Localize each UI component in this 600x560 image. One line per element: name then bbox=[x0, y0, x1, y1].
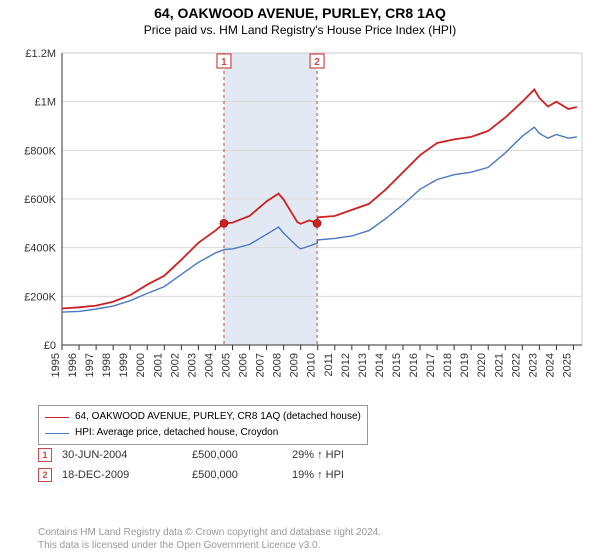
svg-text:2009: 2009 bbox=[289, 353, 301, 377]
svg-text:£200K: £200K bbox=[24, 291, 56, 303]
legend-swatch bbox=[45, 417, 69, 418]
svg-text:2007: 2007 bbox=[255, 353, 267, 377]
row-date: 30-JUN-2004 bbox=[62, 449, 192, 461]
legend-swatch bbox=[45, 433, 69, 434]
legend-label: HPI: Average price, detached house, Croy… bbox=[75, 425, 278, 441]
svg-text:1996: 1996 bbox=[67, 353, 79, 377]
svg-text:2024: 2024 bbox=[544, 353, 556, 377]
svg-text:1998: 1998 bbox=[101, 353, 113, 377]
svg-text:2019: 2019 bbox=[459, 353, 471, 377]
legend-row: 64, OAKWOOD AVENUE, PURLEY, CR8 1AQ (det… bbox=[45, 409, 361, 425]
svg-text:2025: 2025 bbox=[561, 353, 573, 377]
svg-text:2015: 2015 bbox=[391, 353, 403, 377]
row-price: £500,000 bbox=[192, 469, 292, 481]
svg-text:2014: 2014 bbox=[374, 353, 386, 377]
svg-text:2022: 2022 bbox=[510, 353, 522, 377]
row-date: 18-DEC-2009 bbox=[62, 469, 192, 481]
svg-text:£1M: £1M bbox=[35, 97, 56, 109]
svg-text:£800K: £800K bbox=[24, 145, 56, 157]
svg-text:2011: 2011 bbox=[323, 353, 335, 377]
svg-text:1999: 1999 bbox=[118, 353, 130, 377]
svg-text:£400K: £400K bbox=[24, 243, 56, 255]
svg-text:£600K: £600K bbox=[24, 194, 56, 206]
footer-line: Contains HM Land Registry data © Crown c… bbox=[38, 526, 381, 539]
footer-line: This data is licensed under the Open Gov… bbox=[38, 539, 381, 552]
svg-text:2000: 2000 bbox=[135, 353, 147, 377]
transactions-table: 1 30-JUN-2004 £500,000 29% ↑ HPI 2 18-DE… bbox=[38, 445, 422, 485]
chart-page: 64, OAKWOOD AVENUE, PURLEY, CR8 1AQ Pric… bbox=[0, 0, 600, 560]
row-marker: 1 bbox=[38, 448, 62, 462]
svg-text:2017: 2017 bbox=[425, 353, 437, 377]
page-title: 64, OAKWOOD AVENUE, PURLEY, CR8 1AQ bbox=[0, 0, 600, 21]
svg-text:2003: 2003 bbox=[186, 353, 198, 377]
row-delta: 19% ↑ HPI bbox=[292, 469, 422, 481]
svg-text:£0: £0 bbox=[44, 340, 56, 352]
table-row: 2 18-DEC-2009 £500,000 19% ↑ HPI bbox=[38, 465, 422, 485]
svg-text:2013: 2013 bbox=[357, 353, 369, 377]
table-row: 1 30-JUN-2004 £500,000 29% ↑ HPI bbox=[38, 445, 422, 465]
attribution-footer: Contains HM Land Registry data © Crown c… bbox=[38, 526, 381, 552]
svg-text:2020: 2020 bbox=[476, 353, 488, 377]
svg-text:2002: 2002 bbox=[169, 353, 181, 377]
svg-text:2: 2 bbox=[314, 57, 320, 68]
svg-text:1997: 1997 bbox=[84, 353, 96, 377]
svg-text:2023: 2023 bbox=[527, 353, 539, 377]
svg-text:2001: 2001 bbox=[152, 353, 164, 377]
page-subtitle: Price paid vs. HM Land Registry's House … bbox=[0, 21, 600, 41]
chart-svg: £0 £200K £400K £600K £800K £1M £1.2M 1995 1996 19… bbox=[10, 45, 590, 395]
legend-box: 64, OAKWOOD AVENUE, PURLEY, CR8 1AQ (det… bbox=[38, 405, 368, 445]
svg-text:2008: 2008 bbox=[272, 353, 284, 377]
svg-text:2021: 2021 bbox=[493, 353, 505, 377]
legend-label: 64, OAKWOOD AVENUE, PURLEY, CR8 1AQ (det… bbox=[75, 409, 361, 425]
legend-row: HPI: Average price, detached house, Croy… bbox=[45, 425, 361, 441]
svg-text:2004: 2004 bbox=[203, 353, 215, 377]
svg-text:2005: 2005 bbox=[220, 353, 232, 377]
svg-text:1: 1 bbox=[221, 57, 227, 68]
svg-text:2006: 2006 bbox=[238, 353, 250, 377]
row-marker: 2 bbox=[38, 468, 62, 482]
svg-text:£1.2M: £1.2M bbox=[25, 48, 56, 60]
price-chart: £0 £200K £400K £600K £800K £1M £1.2M 1995 1996 19… bbox=[10, 45, 590, 395]
svg-text:2018: 2018 bbox=[442, 353, 454, 377]
svg-text:1995: 1995 bbox=[50, 353, 62, 377]
svg-text:2010: 2010 bbox=[306, 353, 318, 377]
svg-text:2012: 2012 bbox=[340, 353, 352, 377]
svg-text:2016: 2016 bbox=[408, 353, 420, 377]
row-delta: 29% ↑ HPI bbox=[292, 449, 422, 461]
row-price: £500,000 bbox=[192, 449, 292, 461]
